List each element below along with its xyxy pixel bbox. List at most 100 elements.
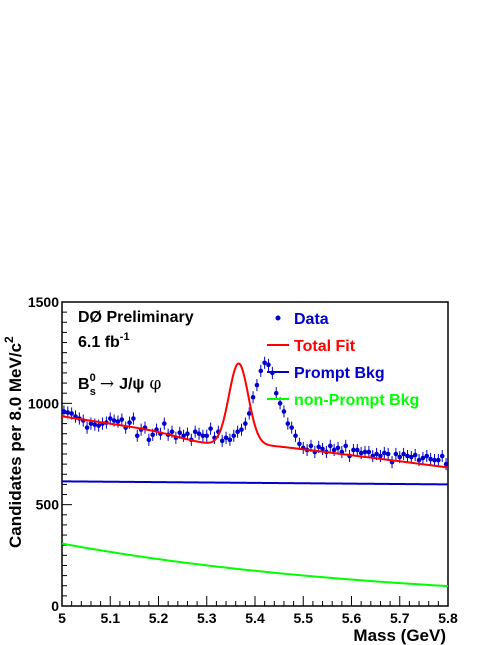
y-tick-label: 0 xyxy=(51,598,59,614)
data-point xyxy=(351,447,356,453)
data-point xyxy=(196,431,202,437)
data-point xyxy=(262,360,267,366)
data-point xyxy=(366,449,372,455)
y-tick-label: 500 xyxy=(36,497,60,513)
experiment-label: DØ Preliminary xyxy=(78,309,194,326)
data-point xyxy=(320,446,325,452)
axis-ticks xyxy=(61,301,449,607)
data-point xyxy=(362,449,368,455)
data-point xyxy=(107,416,113,421)
data-point xyxy=(219,438,225,444)
x-tick-labels: 5 5.1 5.2 5.3 5.4 5.5 5.6 5.7 5.8 xyxy=(58,610,458,626)
data-point xyxy=(409,454,414,460)
legend-data-marker xyxy=(275,315,281,321)
x-tick-label: 5.4 xyxy=(245,610,265,626)
data-point xyxy=(281,409,287,414)
decay-sup: 0 xyxy=(90,372,96,384)
data-point xyxy=(382,450,387,456)
data-point xyxy=(439,453,445,459)
data-point xyxy=(420,455,426,461)
data-point xyxy=(401,451,406,457)
data-point xyxy=(250,394,256,400)
data-point xyxy=(297,441,302,447)
data-point xyxy=(412,452,418,458)
data-point xyxy=(378,453,383,459)
data-point xyxy=(436,457,441,463)
data-point xyxy=(331,447,337,453)
data-point xyxy=(254,382,260,388)
data-point xyxy=(88,421,94,426)
data-point xyxy=(393,451,399,457)
legend-prompt-bkg-label: Prompt Bkg xyxy=(294,365,385,382)
x-tick-label: 5.1 xyxy=(101,610,121,626)
legend-nonprompt-bkg-label: non-Prompt Bkg xyxy=(294,392,419,409)
data-point xyxy=(200,433,206,439)
data-point xyxy=(92,422,98,427)
data-point xyxy=(416,457,422,463)
data-point xyxy=(61,409,67,414)
luminosity-main: 6.1 fb xyxy=(78,334,120,351)
data-point xyxy=(177,430,183,436)
nonprompt-bkg-curve xyxy=(61,542,449,588)
total-fit-curve xyxy=(61,362,449,469)
luminosity-label: 6.1 fb-1 xyxy=(78,331,130,351)
data-point xyxy=(150,432,156,438)
data-point xyxy=(397,454,403,460)
x-tick-label: 5.8 xyxy=(438,610,458,626)
x-tick-label: 5.5 xyxy=(294,610,314,626)
data-point xyxy=(289,425,294,430)
legend-item-data: Data xyxy=(275,311,329,328)
decay-phi: φ xyxy=(149,374,161,394)
data-point xyxy=(231,433,237,439)
data-point xyxy=(208,426,213,431)
data-point xyxy=(277,401,283,406)
y-tick-labels: 0 500 1000 1500 xyxy=(28,294,59,614)
data-point xyxy=(134,433,140,439)
data-point xyxy=(354,447,360,453)
data-point xyxy=(239,427,244,432)
data-point xyxy=(127,420,132,425)
legend-item-prompt-bkg: Prompt Bkg xyxy=(267,365,385,382)
data-point xyxy=(335,445,341,451)
legend-data-label: Data xyxy=(294,311,329,328)
data-point xyxy=(428,456,433,462)
decay-label: B0 s → J/ψ φ xyxy=(78,372,161,398)
prompt-bkg-curve xyxy=(61,480,449,486)
legend-total-fit-label: Total Fit xyxy=(294,338,356,355)
x-tick-label: 5.2 xyxy=(149,610,169,626)
x-tick-label: 5.7 xyxy=(390,610,410,626)
legend-item-nonprompt-bkg: non-Prompt Bkg xyxy=(267,392,419,409)
data-point xyxy=(385,451,391,457)
legend-item-total-fit: Total Fit xyxy=(267,338,356,355)
data-point xyxy=(96,423,101,428)
x-axis-title: Mass (GeV) xyxy=(353,626,446,645)
data-point xyxy=(204,433,210,439)
data-point xyxy=(358,450,364,456)
data-point xyxy=(119,417,125,422)
data-point xyxy=(343,443,349,449)
data-point xyxy=(327,443,333,449)
data-point xyxy=(111,418,117,423)
data-point xyxy=(169,429,175,435)
decay-jpsi: J/ψ xyxy=(119,376,144,393)
data-point xyxy=(258,368,264,374)
data-point xyxy=(146,437,152,443)
data-point xyxy=(65,410,71,415)
data-point xyxy=(185,431,190,437)
data-point xyxy=(374,451,379,457)
data-point xyxy=(181,433,186,439)
data-point xyxy=(192,429,198,435)
decay-arrow: → xyxy=(100,374,114,394)
y-axis-title: Candidates per 8.0 MeV/c2 xyxy=(2,336,25,548)
svg-text:Candidates per 8.0 MeV/c2: Candidates per 8.0 MeV/c2 xyxy=(2,336,25,548)
y-tick-label: 1500 xyxy=(28,294,59,310)
data-point xyxy=(308,443,314,449)
data-point xyxy=(273,390,279,396)
data-point xyxy=(424,453,430,459)
data-point xyxy=(161,421,167,426)
data-point xyxy=(243,421,248,426)
decay-b: B xyxy=(78,376,90,393)
data-point xyxy=(405,453,410,459)
data-point xyxy=(316,444,321,450)
data-point xyxy=(235,429,240,435)
